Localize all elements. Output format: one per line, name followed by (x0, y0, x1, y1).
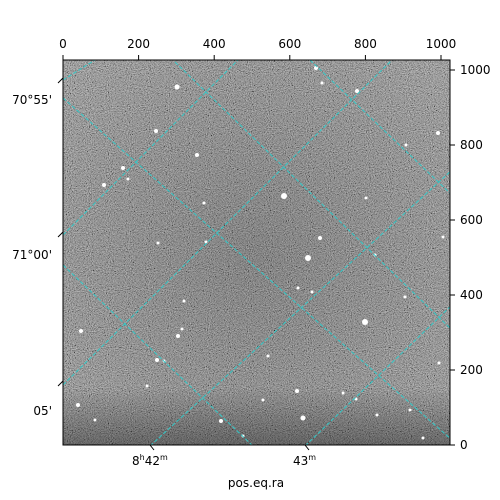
star (93, 418, 97, 422)
plot-frame (62, 59, 451, 446)
grid-line (174, 61, 450, 329)
star (355, 89, 359, 93)
coordinate-grid (63, 60, 450, 445)
star (295, 389, 299, 393)
grid-line (63, 264, 253, 445)
star (441, 235, 445, 239)
star (404, 143, 408, 147)
sky-image (63, 60, 450, 445)
star (364, 196, 368, 200)
star (305, 255, 311, 261)
star (375, 413, 379, 417)
left-dec-axis: 70°55' 71°00' 05' (12, 77, 64, 418)
star (300, 415, 306, 421)
star (79, 329, 83, 333)
star (219, 419, 223, 423)
star (320, 81, 324, 85)
star (102, 183, 106, 187)
top-tick-label: 1000 (426, 37, 457, 51)
star (195, 153, 199, 157)
left-tick-label: 70°55' (12, 93, 52, 107)
star (310, 290, 314, 294)
star (156, 241, 160, 245)
grid-line (63, 60, 239, 236)
star (182, 299, 186, 303)
star (261, 398, 265, 402)
star (281, 193, 287, 199)
star (437, 361, 441, 365)
top-tick-label: 400 (203, 37, 226, 51)
star (403, 295, 407, 299)
star (176, 334, 180, 338)
right-tick-label: 800 (460, 138, 483, 152)
right-tick-label: 0 (460, 438, 468, 452)
star (421, 436, 425, 440)
star (180, 327, 184, 331)
x-axis-title: pos.eq.ra (228, 476, 284, 490)
star (154, 129, 158, 133)
star (204, 240, 208, 244)
bottom-ra-axis: 8h42m 43m (132, 444, 316, 468)
star (436, 131, 440, 135)
star (266, 354, 270, 358)
star (296, 286, 300, 290)
left-tick-label: 71°00' (12, 248, 52, 262)
star (202, 201, 206, 205)
star (121, 166, 125, 170)
star (408, 408, 412, 412)
star (174, 84, 180, 90)
right-tick-label: 1000 (460, 63, 491, 77)
star (318, 236, 322, 240)
top-tick-label: 600 (278, 37, 301, 51)
right-tick-label: 200 (460, 363, 483, 377)
star (362, 319, 368, 325)
top-tick-label: 200 (127, 37, 150, 51)
grid-line (150, 171, 450, 445)
grid-line (63, 97, 450, 440)
bottom-tick-label: 43m (293, 453, 316, 468)
bottom-tick-label: 8h42m (132, 453, 168, 468)
right-pixel-axis: 0 200 400 600 800 1000 (450, 63, 491, 452)
star (126, 177, 130, 181)
top-tick-label: 0 (59, 37, 67, 51)
grid-line (309, 60, 450, 194)
top-pixel-axis: 0 200 400 600 800 1000 (59, 37, 456, 60)
grid-line (63, 60, 393, 386)
star (145, 384, 149, 388)
star-field (76, 66, 445, 440)
top-tick-label: 800 (354, 37, 377, 51)
right-tick-label: 400 (460, 288, 483, 302)
star (155, 358, 159, 362)
grid-line (63, 60, 96, 81)
right-tick-label: 600 (460, 213, 483, 227)
star (76, 403, 80, 407)
star (341, 391, 345, 395)
grid-line (305, 306, 450, 445)
left-tick-label: 05' (33, 404, 52, 418)
